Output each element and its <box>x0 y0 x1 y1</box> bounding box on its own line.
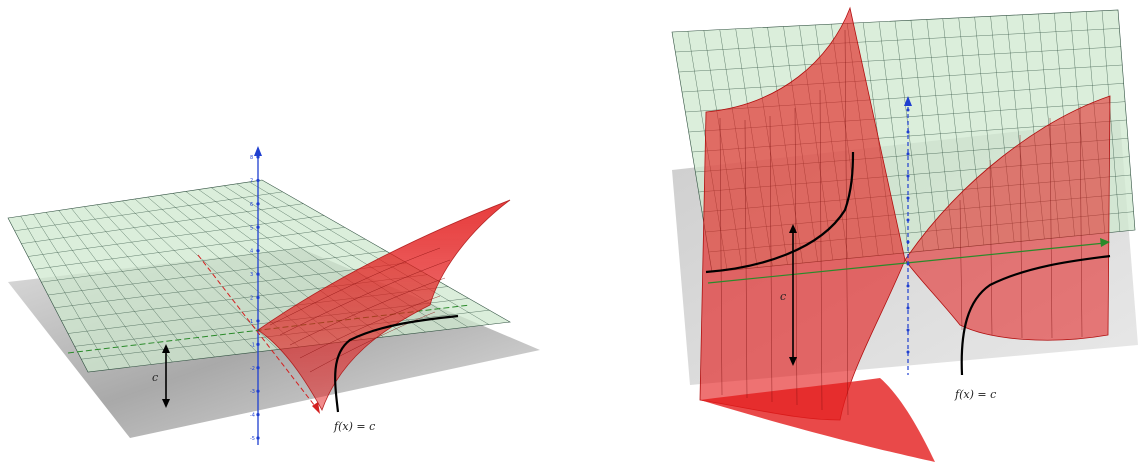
z-tick-mark <box>256 342 260 346</box>
z-tick-mark <box>906 284 910 288</box>
plane-grid-line <box>34 227 345 270</box>
right-z-ticks <box>906 108 910 354</box>
left-z-arrow-icon <box>254 146 262 156</box>
left-level-curve <box>334 314 459 413</box>
z-tick-mark <box>256 389 260 393</box>
left-panel: 8 7 6 5 4 3 2 1 -1 -2 -3 -4 -5 c f(x) = c <box>7 146 540 445</box>
z-tick-label: -4 <box>250 413 255 419</box>
z-tick-mark <box>906 196 910 200</box>
right-y-arrow-icon <box>1100 238 1110 247</box>
z-tick-mark <box>906 350 910 354</box>
z-tick-mark <box>256 225 260 229</box>
z-tick-label: 1 <box>250 319 253 325</box>
z-tick-mark <box>906 240 910 244</box>
left-z-ticks: 8 7 6 5 4 3 2 1 -1 -2 -3 -4 -5 <box>250 155 260 442</box>
z-tick-label: 2 <box>250 296 253 302</box>
right-curve-label: f(x) = c <box>954 388 996 401</box>
plane-grid-line <box>681 64 1123 93</box>
right-level-label: c <box>780 290 786 303</box>
plane-grid-line <box>54 262 407 309</box>
z-tick-label: 5 <box>250 225 253 231</box>
z-tick-mark <box>256 272 260 276</box>
z-tick-mark <box>906 130 910 134</box>
left-curve-label: f(x) = c <box>333 420 375 433</box>
z-tick-label: 4 <box>250 249 253 255</box>
left-level-label: c <box>152 371 158 384</box>
z-tick-label: 3 <box>250 272 253 278</box>
z-tick-mark <box>256 412 260 417</box>
z-tick-label: -3 <box>250 389 255 395</box>
right-level-curve-lower <box>960 254 1111 376</box>
z-tick-mark <box>256 436 260 440</box>
z-tick-mark <box>256 178 260 183</box>
plane-grid-line <box>675 28 1120 53</box>
plane-grid-line <box>27 215 325 257</box>
z-tick-mark <box>906 174 910 178</box>
left-x-axis <box>197 254 319 411</box>
right-panel: c f(x) = c <box>671 6 1138 462</box>
z-tick-mark <box>256 366 260 370</box>
left-surface-lines <box>269 247 451 373</box>
z-tick-label: 6 <box>250 202 253 208</box>
z-tick-label: 8 <box>250 155 253 161</box>
z-tick-mark <box>256 295 260 300</box>
z-tick-label: 7 <box>250 178 253 184</box>
right-level-arrow <box>789 224 797 366</box>
z-tick-label: -1 <box>250 342 255 348</box>
z-tick-mark <box>256 202 260 206</box>
left-surface <box>257 199 511 411</box>
plane-grid-line <box>41 238 366 283</box>
z-tick-mark <box>256 319 260 323</box>
left-x-arrow-icon <box>312 402 320 414</box>
z-tick-mark <box>906 218 910 222</box>
plane-grid-line <box>21 203 304 244</box>
z-tick-label: -5 <box>250 436 255 442</box>
right-level-curve-upper <box>705 151 855 274</box>
z-tick-mark <box>906 262 910 266</box>
right-surface-lines <box>719 29 1083 416</box>
z-tick-mark <box>906 108 910 112</box>
right-z-arrow-icon <box>904 96 912 106</box>
plane-grid-line <box>678 46 1121 73</box>
right-y-axis <box>707 242 1106 284</box>
plane-grid-line <box>47 250 387 296</box>
right-surface-bottom <box>700 378 935 462</box>
plane-grid-line <box>14 191 283 232</box>
z-tick-mark <box>906 152 910 156</box>
left-level-arrow <box>162 344 170 408</box>
z-tick-mark <box>906 328 910 332</box>
z-tick-mark <box>256 249 260 253</box>
right-surface-right-wall <box>904 95 1111 341</box>
z-tick-mark <box>256 155 260 159</box>
z-tick-label: -2 <box>250 366 255 372</box>
z-tick-mark <box>906 306 910 310</box>
